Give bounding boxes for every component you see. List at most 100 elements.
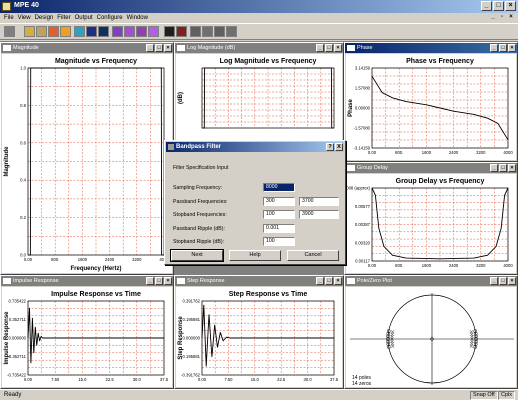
edit-tool-icon[interactable] [60,26,71,37]
menu-file[interactable]: File [4,15,14,21]
impulse-response-chart: Impulse Response vs Time 0.735422 0.352711… [2,287,172,387]
step-response-window[interactable]: Step Response _ □ × Step Response vs Time 0… [174,275,344,389]
mdi-minimize-button[interactable]: _ [491,14,495,20]
impulse-tool-icon[interactable] [164,26,175,37]
y-tick-label: 0.6 [20,140,26,145]
zero-marker [386,337,390,341]
x-tick-label: 22.5 [106,377,115,382]
open-tool-icon[interactable] [24,26,35,37]
phase-chart: Phase vs Frequency 3.14159 1.57080 0.00000 -… [346,54,516,160]
close-button[interactable]: × [505,1,516,11]
menu-view[interactable]: View [17,15,31,21]
y-tick-label: 0.391762 [183,299,201,304]
filter-design-tool-icon[interactable] [4,26,15,37]
sampling-frequency-input[interactable]: 8000 [263,183,295,192]
minimize-button[interactable]: _ [481,1,492,11]
window-icon [177,278,185,284]
win-close-button[interactable]: × [334,44,342,52]
y-tick-label: 0.735422 [9,299,27,304]
win-minimize-button[interactable]: _ [490,44,498,52]
win-minimize-button[interactable]: _ [490,277,498,285]
mdi-restore-button[interactable]: ▫ [500,14,504,20]
stopband-ripple-input[interactable]: 100 [263,237,295,246]
chart-svg: Group Delay vs Frequency 0.008 (approx) 0.… [346,178,513,268]
win-maximize-button[interactable]: □ [325,277,333,285]
passband-high-input[interactable]: 3700 [299,197,339,206]
passband-low-input[interactable]: 300 [263,197,295,206]
next-button[interactable]: Next [170,249,224,262]
delay-plot-tool-icon[interactable] [148,26,159,37]
log-plot-tool-icon[interactable] [124,26,135,37]
step-tool-icon[interactable] [176,26,187,37]
impulse-response-window[interactable]: Impulse Response _ □ × Impulse Response vs… [0,275,174,389]
fir-tool-icon[interactable] [74,26,85,37]
win-maximize-button[interactable]: □ [499,277,507,285]
phase-plot-tool-icon[interactable] [136,26,147,37]
win-close-button[interactable]: × [164,44,172,52]
zero-marker [386,342,391,347]
y-axis-label: Magnitude [4,146,10,177]
win-minimize-button[interactable]: _ [146,44,154,52]
win-minimize-button[interactable]: _ [146,277,154,285]
chart-title: Phase vs Frequency [406,58,474,65]
magnitude-plot-tool-icon[interactable] [112,26,123,37]
win-close-button[interactable]: × [164,277,172,285]
win-maximize-button[interactable]: □ [155,44,163,52]
passband-ripple-input[interactable]: 0.001 [263,224,295,233]
y-tick-label: -1.57080 [353,126,370,131]
dialog-close-button[interactable]: X [335,143,343,151]
sampling-frequency-label: Sampling Frequency: [173,185,223,191]
win-minimize-button[interactable]: _ [316,44,324,52]
menu-window[interactable]: Window [126,15,148,21]
save-tool-icon[interactable] [36,26,47,37]
iir-tool-icon[interactable] [86,26,97,37]
menu-output[interactable]: Output [74,15,93,21]
dialog-help-button[interactable]: ? [326,143,334,151]
x-tick-label: 22.5 [277,377,286,382]
cancel-button[interactable]: Cancel [287,250,339,261]
stopband-low-input[interactable]: 100 [263,210,295,219]
win-minimize-button[interactable]: _ [316,277,324,285]
zero-marker [386,339,390,344]
phase-window[interactable]: Phase _ □ × Phase vs Frequency 3.14159 1.570… [344,42,518,162]
zero-marker [474,334,478,339]
win-maximize-button[interactable]: □ [325,44,333,52]
win-close-button[interactable]: × [334,277,342,285]
win-maximize-button[interactable]: □ [499,164,507,172]
series-line [371,187,509,260]
x-tick-label: 2400 [105,257,115,262]
menubar: File View Design Filter Output Configure… [0,13,518,23]
menu-configure[interactable]: Configure [96,15,123,21]
cascade-tool-icon[interactable] [202,26,213,37]
help-button[interactable]: Help [229,250,281,261]
zero-marker [473,329,478,333]
toolbar [0,23,518,40]
mdi-close-button[interactable]: × [509,14,513,20]
tile-tool-icon[interactable] [190,26,201,37]
log-magnitude-window[interactable]: Log Magnitude (dB) _ □ × Log Magnitude vs … [174,42,344,142]
x-tick-label: 37.5 [160,377,169,382]
menu-filter[interactable]: Filter [57,15,71,21]
arrange-tool-icon[interactable] [214,26,225,37]
menu-design[interactable]: Design [34,15,54,21]
win-close-button[interactable]: × [508,277,516,285]
win-close-button[interactable]: × [508,164,516,172]
win-close-button[interactable]: × [508,44,516,52]
y-tick-label: 0.2 [20,215,26,220]
win-maximize-button[interactable]: □ [155,277,163,285]
group-delay-window[interactable]: Group Delay _ □ × Group Delay vs Frequency… [344,162,518,275]
pole-zero-window[interactable]: Pole/Zero Plot _ □ × 14 poles 14 zeros [344,275,518,389]
print-tool-icon[interactable] [48,26,59,37]
series-line [201,304,334,367]
coeff-tool-icon[interactable] [98,26,109,37]
y-tick-label: 0.00577 [355,204,371,209]
magnitude-window[interactable]: Magnitude _ □ × Magnitude vs Frequency 1.0 0… [0,42,174,275]
help-tool-icon[interactable] [226,26,237,37]
maximize-button[interactable]: □ [493,1,504,11]
y-tick-label: 0.4 [20,178,26,183]
win-minimize-button[interactable]: _ [490,164,498,172]
stopband-high-input[interactable]: 3900 [299,210,339,219]
win-maximize-button[interactable]: □ [499,44,507,52]
x-tick-label: 30.0 [304,377,313,382]
